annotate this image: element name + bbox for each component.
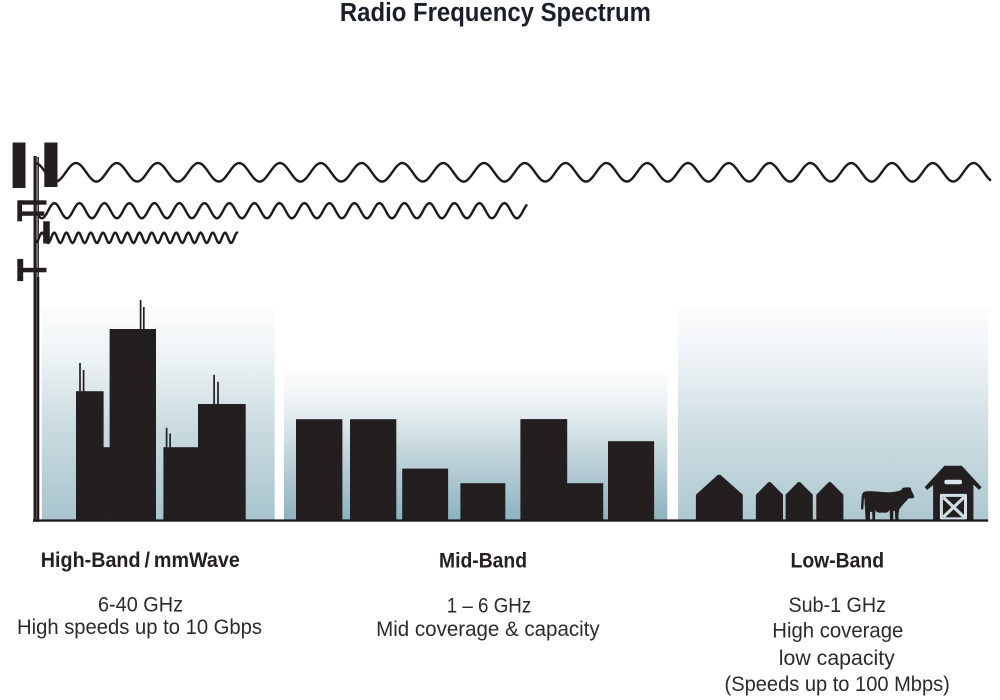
svg-text:High-Band / mmWave: High-Band / mmWave bbox=[41, 548, 240, 572]
svg-text:High coverage: High coverage bbox=[772, 619, 903, 643]
svg-text:High speeds up to 10 Gbps: High speeds up to 10 Gbps bbox=[17, 615, 262, 639]
svg-text:low capacity: low capacity bbox=[779, 646, 895, 670]
svg-text:Sub-1 GHz: Sub-1 GHz bbox=[788, 593, 886, 617]
svg-text:Low-Band: Low-Band bbox=[791, 548, 885, 572]
svg-text:Radio Frequency Spectrum: Radio Frequency Spectrum bbox=[340, 0, 651, 27]
svg-text:6-40 GHz: 6-40 GHz bbox=[98, 593, 183, 617]
svg-text:Mid coverage & capacity: Mid coverage & capacity bbox=[376, 617, 600, 641]
svg-text:Mid-Band: Mid-Band bbox=[439, 549, 527, 573]
svg-text:(Speeds up to 100 Mbps): (Speeds up to 100 Mbps) bbox=[725, 672, 950, 696]
svg-text:1 – 6 GHz: 1 – 6 GHz bbox=[447, 593, 532, 617]
